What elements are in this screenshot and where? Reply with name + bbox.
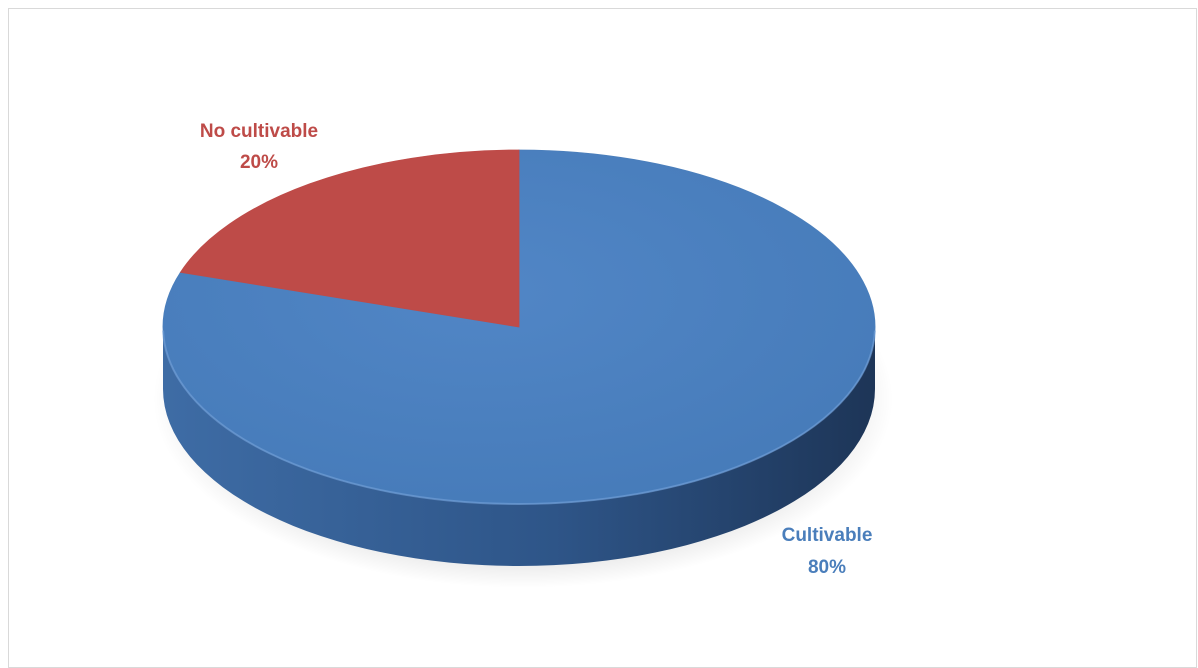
slice-label-value-cultivable: 80% bbox=[808, 557, 846, 578]
pie-side-cultivable bbox=[163, 327, 875, 566]
chart-frame: No cultivable 20% Cultivable 80% bbox=[8, 8, 1197, 668]
pie-slice-no-cultivable bbox=[179, 149, 520, 328]
pie-chart: No cultivable 20% Cultivable 80% bbox=[153, 121, 893, 588]
slice-label-value-no-cultivable: 20% bbox=[240, 152, 278, 173]
pie-rim-highlight bbox=[162, 330, 876, 505]
slice-label-name-cultivable: Cultivable bbox=[782, 525, 873, 546]
slice-label-name-no-cultivable: No cultivable bbox=[200, 121, 318, 142]
